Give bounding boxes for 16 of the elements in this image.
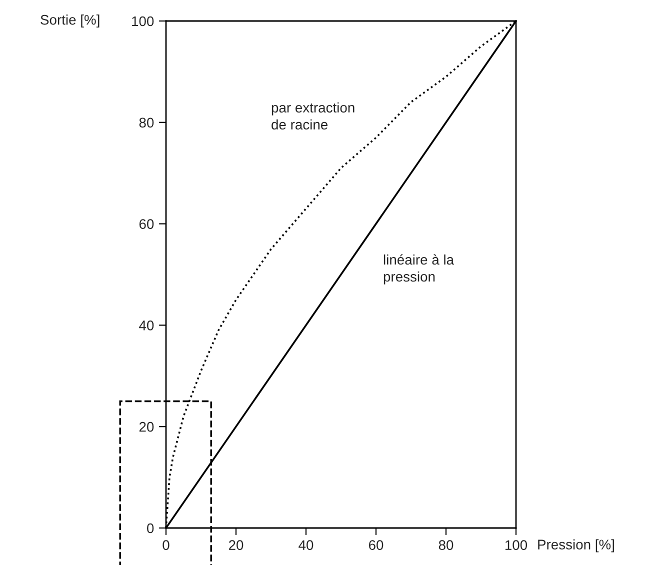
- x-tick-label: 100: [505, 540, 528, 550]
- y-tick-label: 0: [147, 523, 154, 534]
- annotation: linéaire à la pression: [384, 254, 454, 284]
- y-tick-label: 40: [139, 320, 154, 330]
- x-axis-title: Pression [%]: [538, 539, 614, 552]
- x-tick-label: 40: [298, 540, 314, 550]
- y-axis-title: Sortie [%]: [40, 14, 100, 28]
- x-tick-label: 80: [438, 540, 454, 550]
- y-tick-label: 80: [139, 118, 154, 128]
- x-tick-label: 60: [368, 540, 384, 550]
- y-tick-label: 100: [132, 16, 154, 26]
- x-tick-label: 0: [162, 540, 170, 550]
- x-tick-label: 20: [228, 540, 244, 550]
- y-tick-label: 60: [139, 219, 154, 229]
- annotation: par extraction de racine: [272, 102, 354, 130]
- y-tick-label: 20: [139, 422, 154, 432]
